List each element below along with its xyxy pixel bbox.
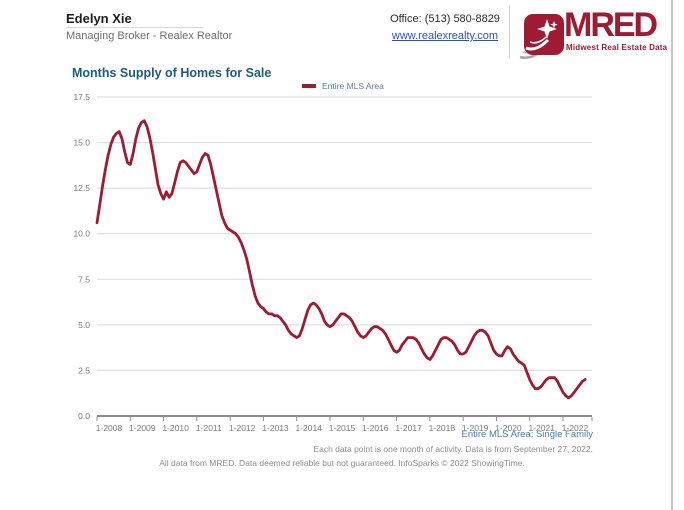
y-tick-label: 7.5 [78, 274, 90, 284]
x-tick-label: 1-2010 [162, 423, 189, 433]
x-tick-label: 1-2009 [129, 423, 156, 433]
chart-title: Months Supply of Homes for Sale [72, 66, 272, 80]
y-tick-label: 2.5 [78, 365, 90, 375]
segment-note: Entire MLS Area: Single Family [461, 429, 593, 440]
x-tick-label: 1-2015 [329, 423, 356, 433]
x-tick-label: 1-2016 [362, 423, 389, 433]
x-tick-label: 1-2018 [429, 423, 456, 433]
mred-tagline: Midwest Real Estate Data [566, 43, 668, 52]
x-tick-label: 1-2013 [262, 423, 289, 433]
mred-logo: MRED Midwest Real Estate Data [518, 6, 668, 61]
page-edge-line [671, 0, 673, 510]
office-phone: Office: (513) 580-8829 [390, 13, 500, 25]
y-tick-label: 15.0 [73, 138, 90, 148]
x-tick-label: 1-2020 [495, 423, 522, 433]
x-tick-label: 1-2014 [295, 423, 322, 433]
y-tick-label: 5.0 [78, 320, 90, 330]
x-tick-label: 1-2021 [528, 423, 555, 433]
agent-name: Edelyn Xie [66, 11, 132, 26]
mred-wordmark: MRED [564, 6, 658, 44]
agent-title: Managing Broker - Realex Realtor [66, 30, 233, 42]
agent-info: Edelyn Xie Managing Broker - Realex Real… [66, 11, 286, 42]
header-separator [509, 6, 510, 58]
x-tick-label: 1-2017 [395, 423, 422, 433]
data-note: Each data point is one month of activity… [313, 444, 593, 454]
x-tick-label: 1-2011 [196, 423, 222, 433]
shooting-star-icon [519, 14, 564, 59]
website-link[interactable]: www.realexrealty.com [391, 30, 499, 42]
legend-line-swatch [302, 84, 316, 88]
x-tick-label: 1-2012 [229, 423, 256, 433]
y-tick-label: 12.5 [73, 183, 90, 193]
legend-label: Entire MLS Area [322, 81, 384, 91]
series-line-entire-mls-area [95, 119, 587, 400]
chart-legend: Entire MLS Area [302, 81, 384, 91]
x-tick-label: 1-2019 [462, 423, 489, 433]
contact-info: Office: (513) 580-8829 www.realexrealty.… [388, 12, 502, 44]
y-tick-label: 10.0 [73, 229, 90, 239]
y-tick-label: 17.5 [73, 92, 90, 102]
attribution-note: All data from MRED. Data deemed reliable… [159, 458, 525, 468]
agent-divider [66, 27, 203, 28]
x-tick-label: 1-2008 [96, 423, 123, 433]
x-tick-label: 1-2022 [562, 423, 589, 433]
y-tick-label: 0.0 [78, 411, 90, 421]
